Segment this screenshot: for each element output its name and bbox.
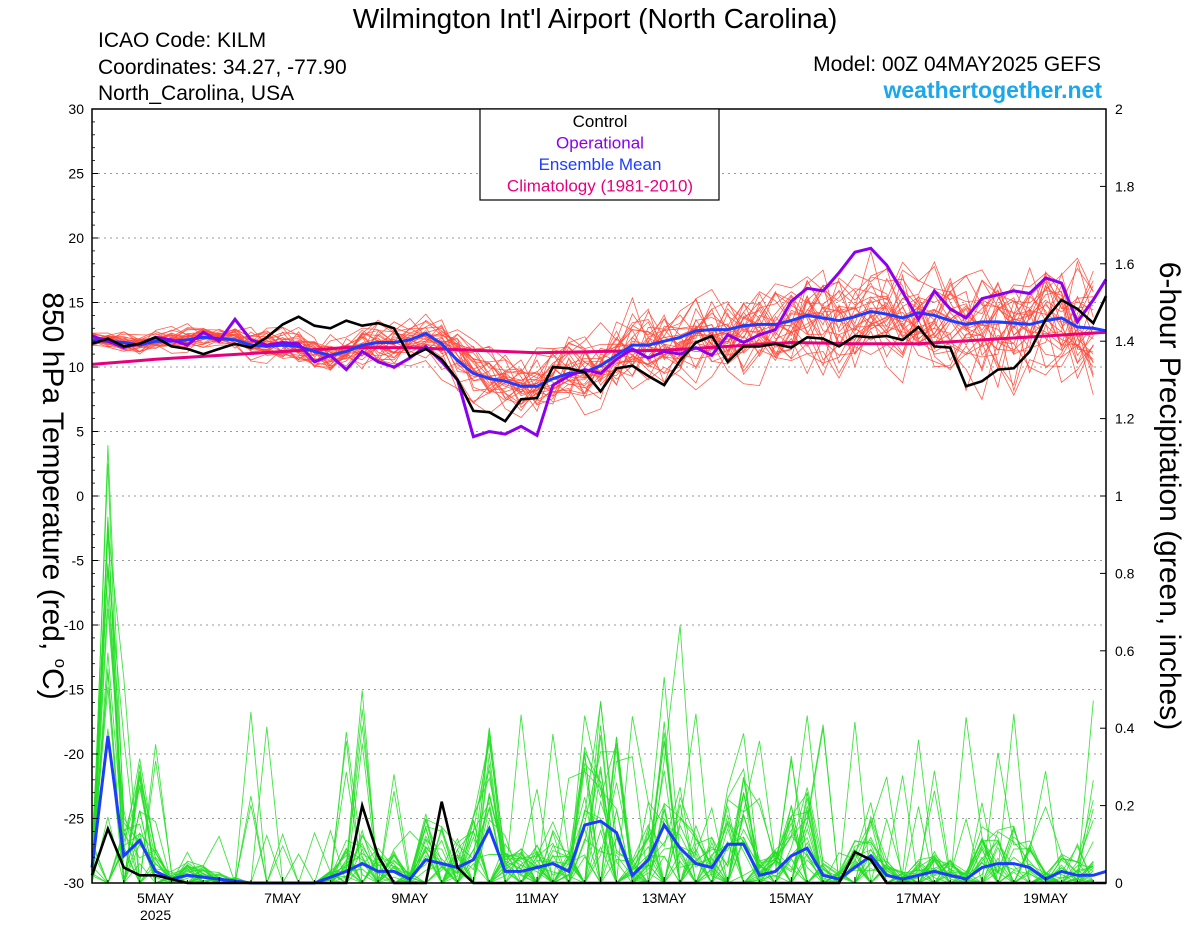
legend-box bbox=[479, 108, 720, 201]
left-tick-label: 30 bbox=[68, 101, 84, 117]
temp-control-line bbox=[91, 295, 1108, 423]
x-tick-label: 15MAY bbox=[769, 890, 815, 906]
left-tick-label: 15 bbox=[68, 295, 84, 311]
right-tick-label: 0.4 bbox=[1115, 720, 1135, 736]
site-name: weathertogether.net bbox=[882, 77, 1102, 103]
climatology-line bbox=[91, 330, 1107, 366]
right-tick-label: 1.6 bbox=[1115, 256, 1135, 272]
precip-member-line bbox=[92, 700, 1094, 885]
left-tick-label: 10 bbox=[68, 359, 84, 375]
temp-mean-line bbox=[91, 309, 1107, 388]
coordinates: Coordinates: 34.27, -77.90 bbox=[98, 56, 347, 79]
legend-item-control: Control bbox=[573, 112, 628, 131]
left-tick-label: -30 bbox=[64, 875, 84, 891]
location-region: North_Carolina, USA bbox=[98, 82, 294, 105]
model-run: Model: 00Z 04MAY2025 GEFS bbox=[813, 53, 1101, 76]
temp-member-line bbox=[91, 257, 1094, 405]
left-tick-label: -10 bbox=[64, 617, 84, 633]
x-tick-label: 5MAY bbox=[137, 890, 175, 906]
x-tick-label: 13MAY bbox=[642, 890, 688, 906]
left-tick-label: 25 bbox=[68, 166, 84, 182]
chart-title: Wilmington Int'l Airport (North Carolina… bbox=[353, 3, 838, 34]
right-tick-label: 0.6 bbox=[1115, 643, 1135, 659]
right-tick-label: 1.8 bbox=[1115, 178, 1135, 194]
temp-operational-line bbox=[91, 246, 1108, 439]
left-tick-label: 5 bbox=[76, 424, 84, 440]
legend-item-climatology-1981-2010: Climatology (1981-2010) bbox=[507, 177, 693, 196]
legend-item-ensemble-mean: Ensemble Mean bbox=[539, 155, 662, 174]
right-tick-label: 1 bbox=[1115, 488, 1123, 504]
right-tick-label: 0.2 bbox=[1115, 798, 1135, 814]
x-tick-sublabel: 2025 bbox=[140, 907, 171, 923]
left-tick-label: 20 bbox=[68, 230, 84, 246]
legend-item-operational: Operational bbox=[556, 134, 644, 153]
icao-code: ICAO Code: KILM bbox=[98, 29, 266, 52]
x-tick-label: 11MAY bbox=[515, 890, 559, 906]
right-tick-label: 0 bbox=[1115, 875, 1123, 891]
x-tick-label: 9MAY bbox=[391, 890, 429, 906]
left-tick-label: -25 bbox=[64, 811, 84, 827]
left-tick-label: -5 bbox=[72, 553, 85, 569]
right-axis-label: 6-hour Precipitation (green, inches) bbox=[1153, 262, 1186, 731]
temp-member-line bbox=[91, 277, 1094, 384]
temp-member-line bbox=[91, 261, 1094, 402]
left-tick-label: -20 bbox=[64, 746, 84, 762]
x-tick-label: 7MAY bbox=[264, 890, 302, 906]
left-tick-label: 0 bbox=[76, 488, 84, 504]
right-tick-label: 1.2 bbox=[1115, 411, 1135, 427]
left-axis-label: 850 hPa Temperature (red, oC) bbox=[36, 292, 70, 699]
right-tick-label: 1.4 bbox=[1115, 333, 1135, 349]
right-tick-label: 0.8 bbox=[1115, 565, 1135, 581]
temp-member-line bbox=[91, 265, 1094, 419]
left-tick-label: -15 bbox=[64, 682, 84, 698]
x-tick-label: 19MAY bbox=[1023, 890, 1069, 906]
right-tick-label: 2 bbox=[1115, 101, 1123, 117]
x-tick-label: 17MAY bbox=[896, 890, 942, 906]
